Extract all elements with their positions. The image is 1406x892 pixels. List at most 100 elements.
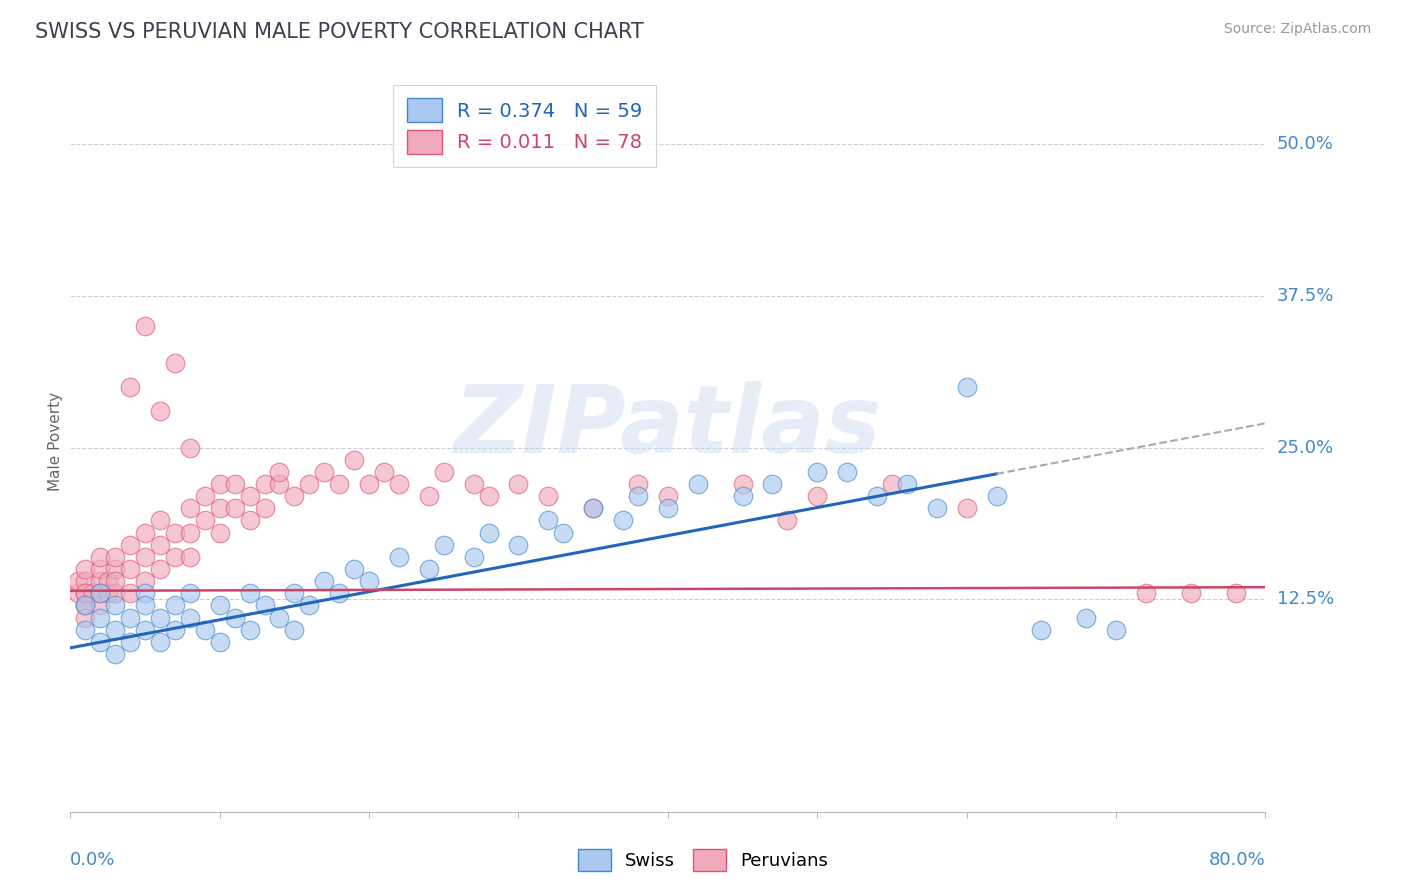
Point [104,586,127,600]
Point [298,477,321,491]
Point [269,477,291,491]
Point [627,489,650,503]
Point [1225,586,1247,600]
Point [75,586,97,600]
Point [925,501,948,516]
Text: 25.0%: 25.0% [1277,439,1334,457]
Point [478,525,501,540]
Point [314,465,336,479]
Point [89,586,111,600]
Point [537,513,560,527]
Point [314,574,336,588]
Point [224,501,246,516]
Point [418,562,440,576]
Point [1180,586,1202,600]
Point [1031,623,1053,637]
Point [134,549,156,564]
Point [239,489,262,503]
Text: 12.5%: 12.5% [1277,591,1334,608]
Point [149,562,172,576]
Point [179,586,201,600]
Point [89,610,111,624]
Point [731,477,754,491]
Point [373,465,395,479]
Point [508,538,530,552]
Point [657,489,679,503]
Point [104,574,127,588]
Point [866,489,889,503]
Legend: R = 0.374   N = 59, R = 0.011   N = 78: R = 0.374 N = 59, R = 0.011 N = 78 [392,85,657,167]
Point [582,501,605,516]
Point [82,586,104,600]
Point [253,477,276,491]
Point [89,574,111,588]
Point [433,538,456,552]
Point [208,599,231,613]
Point [163,525,186,540]
Point [627,477,650,491]
Point [208,501,231,516]
Point [612,513,634,527]
Point [553,525,575,540]
Point [149,610,172,624]
Point [89,562,111,576]
Point [328,477,350,491]
Point [89,635,111,649]
Point [478,489,501,503]
Point [66,574,89,588]
Point [1076,610,1098,624]
Point [149,538,172,552]
Point [75,574,97,588]
Point [463,477,485,491]
Point [239,586,262,600]
Point [134,586,156,600]
Point [731,489,754,503]
Point [179,610,201,624]
Point [75,599,97,613]
Point [956,501,979,516]
Text: 37.5%: 37.5% [1277,287,1334,305]
Point [120,635,141,649]
Point [97,586,120,600]
Point [582,501,605,516]
Point [956,380,979,394]
Point [120,562,141,576]
Text: 50.0%: 50.0% [1277,136,1333,153]
Point [104,647,127,661]
Text: ZIPatlas: ZIPatlas [454,381,882,473]
Point [149,635,172,649]
Point [179,501,201,516]
Point [134,574,156,588]
Point [194,623,217,637]
Point [269,610,291,624]
Point [1105,623,1128,637]
Point [253,501,276,516]
Point [283,623,305,637]
Point [463,549,485,564]
Point [75,599,97,613]
Point [253,599,276,613]
Point [224,477,246,491]
Point [537,489,560,503]
Point [134,319,156,334]
Point [120,380,141,394]
Text: 80.0%: 80.0% [1209,851,1265,869]
Point [134,623,156,637]
Point [97,574,120,588]
Point [283,586,305,600]
Point [75,599,97,613]
Point [134,599,156,613]
Point [104,599,127,613]
Point [986,489,1008,503]
Point [194,513,217,527]
Point [75,623,97,637]
Point [163,599,186,613]
Point [508,477,530,491]
Point [163,356,186,370]
Point [179,441,201,455]
Point [657,501,679,516]
Point [686,477,709,491]
Point [104,562,127,576]
Point [433,465,456,479]
Point [388,477,411,491]
